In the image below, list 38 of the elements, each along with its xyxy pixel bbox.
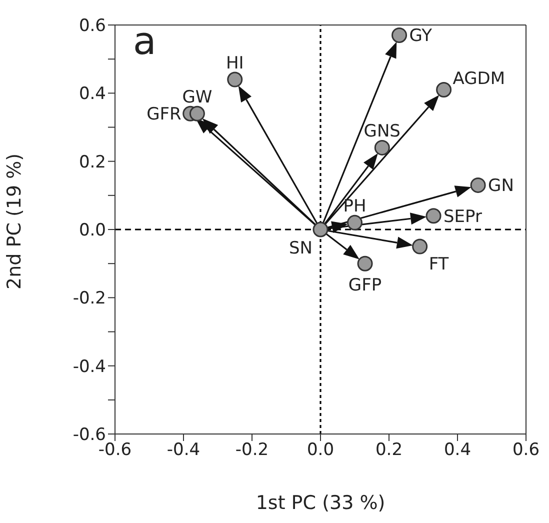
point (357, 256, 373, 272)
x-tick-label: 0.0 (306, 440, 334, 460)
text: SEPr (444, 206, 482, 227)
text: SN (288, 238, 312, 258)
point (227, 72, 243, 88)
text: GY (409, 26, 432, 46)
point (189, 106, 205, 122)
text: GW (182, 88, 212, 108)
y-tick-label: -0.4 (72, 356, 106, 377)
x-tick-label: 0.2 (375, 440, 403, 460)
point (374, 140, 390, 156)
text: FT (428, 254, 449, 275)
text: AGDM (452, 68, 506, 89)
y-tick-label: 0.2 (78, 152, 106, 172)
annotation: a (133, 19, 156, 63)
y-axis-title: 2nd PC (19 %) (4, 153, 26, 290)
point (436, 82, 452, 98)
text: GNS (364, 122, 400, 142)
text: GN (488, 176, 514, 196)
text: GFR (146, 104, 182, 125)
y-tick-label: 0.6 (78, 16, 106, 36)
text: GFP (348, 276, 382, 296)
point (426, 208, 442, 224)
point (312, 222, 328, 238)
x-tick-label: 0.4 (444, 440, 472, 460)
y-tick-label: -0.2 (72, 288, 106, 309)
x-axis-title: 1st PC (33 %) (256, 492, 386, 514)
text: HI (226, 54, 244, 74)
point (392, 27, 408, 43)
y-tick-label: 0.0 (78, 220, 106, 241)
point (412, 238, 428, 254)
text: PH (343, 196, 366, 217)
x-tick-label: 0.6 (512, 440, 540, 460)
y-tick-label: 0.4 (78, 84, 106, 104)
x-tick-label: -0.4 (166, 440, 200, 460)
x-tick-label: -0.2 (235, 440, 269, 460)
point (347, 214, 362, 230)
point (470, 177, 486, 193)
